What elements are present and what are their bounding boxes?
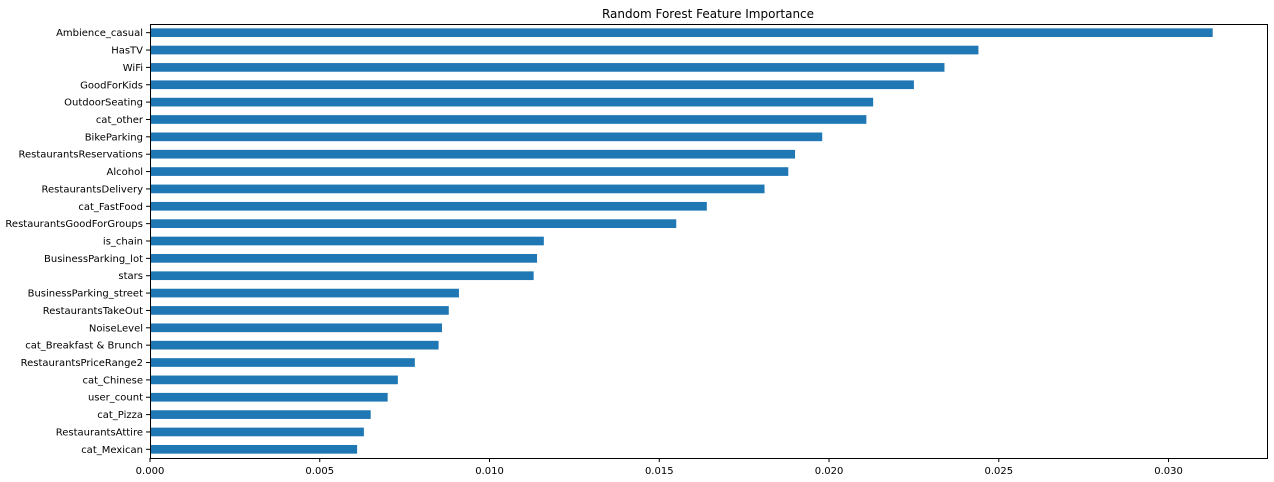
y-tick-label: is_chain (103, 237, 143, 248)
axes-frame (150, 24, 1268, 459)
bar (150, 167, 789, 176)
y-tick-label: user_count (88, 393, 143, 404)
y-tick-label: Ambience_casual (56, 28, 143, 39)
bar (150, 323, 442, 333)
bar (150, 132, 823, 142)
bar (150, 97, 874, 107)
bar (150, 427, 364, 437)
bar (150, 340, 439, 350)
y-tick-label: RestaurantsTakeOut (43, 306, 143, 317)
bar (150, 63, 945, 72)
x-tick-label: 0.025 (984, 466, 1013, 477)
y-tick-label: BusinessParking_lot (44, 254, 143, 265)
y-tick-label: cat_Chinese (83, 375, 144, 386)
x-tick-label: 0.000 (136, 466, 165, 477)
x-tick-label: 0.015 (645, 466, 674, 477)
bar (150, 236, 544, 246)
bar (150, 288, 459, 298)
y-tick-label: OutdoorSeating (64, 98, 143, 109)
bar (150, 219, 677, 228)
bar (150, 115, 867, 124)
y-tick-labels: Ambience_casual HasTV WiFi GoodForKids Outdo… (5, 28, 150, 456)
bar (150, 392, 388, 402)
y-tick-label: HasTV (111, 46, 143, 57)
y-tick-label: cat_Mexican (81, 445, 143, 456)
y-tick-label: cat_Pizza (97, 410, 143, 421)
y-tick-label: RestaurantsPriceRange2 (21, 358, 143, 369)
y-tick-label: RestaurantsGoodForGroups (5, 219, 143, 230)
bar (150, 28, 1213, 38)
y-tick-label: BusinessParking_street (28, 289, 143, 300)
y-tick-label: RestaurantsReservations (19, 150, 144, 161)
bar (150, 444, 358, 454)
bar (150, 149, 796, 159)
x-tick-label: 0.020 (815, 466, 844, 477)
bar (150, 375, 398, 385)
bar (150, 358, 415, 367)
bars-layer (150, 28, 1213, 454)
bar (150, 184, 765, 194)
x-tick-label: 0.030 (1154, 466, 1183, 477)
bar (150, 271, 534, 281)
y-tick-label: RestaurantsAttire (56, 427, 143, 438)
y-tick-label: WiFi (123, 63, 143, 74)
chart-title: Random Forest Feature Importance (602, 7, 814, 21)
y-tick-label: cat_Breakfast & Brunch (25, 341, 143, 352)
bar (150, 80, 914, 90)
y-tick-label: cat_FastFood (78, 202, 143, 213)
y-tick-label: RestaurantsDelivery (42, 184, 144, 195)
x-axis-ticks: 0.000 0.005 0.010 0.015 0.020 0.025 0.030 (136, 458, 1183, 477)
x-tick-label: 0.005 (305, 466, 334, 477)
bar (150, 254, 538, 263)
y-tick-label: NoiseLevel (89, 323, 143, 334)
y-tick-label: stars (118, 271, 143, 282)
y-tick-label: Alcohol (107, 167, 143, 178)
bar (150, 410, 371, 419)
y-tick-label: BikeParking (85, 132, 143, 143)
x-tick-label: 0.010 (475, 466, 504, 477)
y-tick-label: GoodForKids (80, 80, 143, 91)
bar (150, 306, 449, 315)
bar (150, 45, 979, 55)
bar (150, 201, 707, 211)
y-tick-label: cat_other (96, 115, 144, 126)
